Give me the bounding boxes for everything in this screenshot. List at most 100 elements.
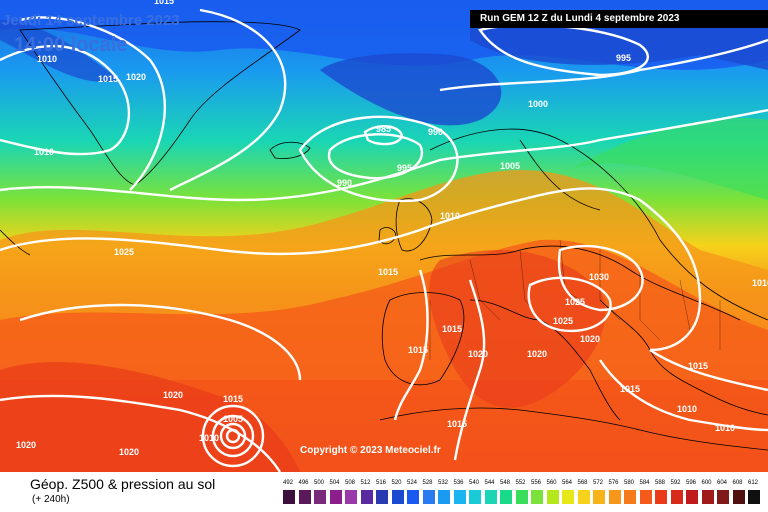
scale-swatch: [531, 490, 543, 504]
isobar-label: 990: [337, 178, 352, 188]
scale-swatch: [732, 490, 745, 504]
isobar: [527, 276, 612, 333]
isobar-label: 1005: [500, 161, 520, 171]
isobar-label: 990: [428, 127, 443, 137]
isobar-label: 1020: [468, 349, 488, 359]
scale-label: 556: [531, 480, 542, 486]
scale-swatch: [670, 490, 683, 504]
scale-label: 584: [639, 480, 650, 486]
isobar: [327, 133, 424, 180]
labrador-coast: [0, 229, 31, 256]
isobar-label: 1010: [199, 433, 219, 443]
isobar: [19, 16, 166, 191]
isobar: [439, 38, 768, 92]
isobar-label: 1015: [688, 361, 708, 371]
scale-swatch: [314, 490, 326, 504]
scale-label: 500: [314, 480, 325, 486]
isobar-label-group: 1010 1015 1020 1010 985 990 990 995 995 …: [16, 0, 768, 457]
scale-swatch: [453, 490, 466, 504]
scale-swatch: [562, 490, 574, 504]
scale-label: 592: [670, 480, 681, 486]
isobar-label: 985: [376, 124, 391, 134]
forecast-step: (+ 240h): [32, 494, 70, 505]
balkans-coast: [599, 299, 768, 416]
isobar: [0, 44, 131, 156]
scale-label: 544: [484, 480, 495, 486]
isobar-azores-low: [219, 422, 247, 450]
isobar-label: 1030: [589, 272, 609, 282]
iberia-coast: [381, 292, 465, 386]
isobars: [0, 8, 768, 472]
footer: Géop. Z500 & pression au sol (+ 240h) 49…: [0, 472, 768, 512]
scale-swatch: [577, 490, 590, 504]
isobar-azores-low: [201, 404, 265, 468]
isobar: [0, 198, 521, 256]
scale-label: 524: [407, 480, 418, 486]
scale-label: 520: [391, 480, 402, 486]
z500-trough-greenland: [0, 20, 120, 82]
scale-label: 564: [562, 480, 573, 486]
isobar-label: 1010: [677, 404, 697, 414]
north-europe-coast: [419, 245, 741, 321]
isobar: [557, 244, 644, 312]
forecast-map: 1010 1015 1020 1010 985 990 990 995 995 …: [0, 0, 768, 472]
isobar-label: 1000: [528, 99, 548, 109]
scale-label: 580: [624, 480, 635, 486]
scale-label: 552: [515, 480, 526, 486]
valid-time: 14:00 locale: [14, 34, 128, 56]
scale-swatch: [484, 490, 497, 504]
isobar-label: 995: [616, 53, 631, 63]
scale-label: 588: [655, 480, 666, 486]
scale-label: 492: [283, 480, 294, 486]
scale-swatch: [283, 490, 295, 504]
scale-swatch: [717, 490, 729, 504]
north-africa-coast: [379, 407, 768, 451]
scale-label: 560: [546, 480, 557, 486]
parameter-title: Géop. Z500 & pression au sol: [30, 476, 216, 492]
iceland-coast: [269, 141, 311, 159]
z500-band-green: [570, 118, 768, 200]
scale-swatch: [360, 490, 373, 504]
run-info: Run GEM 12 Z du Lundi 4 septembre 2023: [470, 10, 768, 28]
scale-label: 596: [686, 480, 697, 486]
scale-swatch: [655, 490, 667, 504]
scale-swatch: [546, 490, 559, 504]
isobar-label: 1010: [37, 54, 57, 64]
isobar-label: 1015: [98, 74, 118, 84]
scale-label: 576: [608, 480, 619, 486]
scale-swatch: [391, 490, 404, 504]
greenland-coast: [19, 21, 301, 186]
isobar-label: 1010: [752, 278, 768, 288]
scale-label: 516: [376, 480, 387, 486]
scale-swatch: [624, 490, 636, 504]
isobar: [519, 187, 702, 352]
scale-label: 540: [469, 480, 480, 486]
scale-swatch: [345, 490, 357, 504]
isobar-label: 1005: [223, 414, 243, 424]
scale-label: 528: [422, 480, 433, 486]
scale-label: 532: [438, 480, 449, 486]
isobar-label: 1020: [126, 72, 146, 82]
isobar: [0, 394, 282, 472]
isobar-label: 1025: [114, 247, 134, 257]
scale-label: 512: [360, 480, 371, 486]
ireland-coast: [378, 227, 397, 245]
scale-label: 496: [298, 480, 309, 486]
scale-label: 608: [732, 480, 743, 486]
isobar-label: 1025: [565, 297, 585, 307]
isobar-label: 1010: [715, 423, 735, 433]
isobar: [599, 359, 768, 432]
scale-swatch: [686, 490, 698, 504]
scale-label: 548: [500, 480, 511, 486]
italy-coast: [469, 299, 621, 421]
isobar: [0, 108, 768, 202]
scale-label: 504: [329, 480, 340, 486]
copyright: Copyright © 2023 Meteociel.fr: [300, 445, 441, 456]
valid-date: Jeudi 14 septembre 2023: [2, 12, 180, 29]
isobar-label: 1020: [119, 447, 139, 457]
isobar-label: 1010: [34, 147, 54, 157]
isobar-label: 1020: [580, 334, 600, 344]
isobar: [453, 279, 486, 461]
scale-label: 568: [577, 480, 588, 486]
